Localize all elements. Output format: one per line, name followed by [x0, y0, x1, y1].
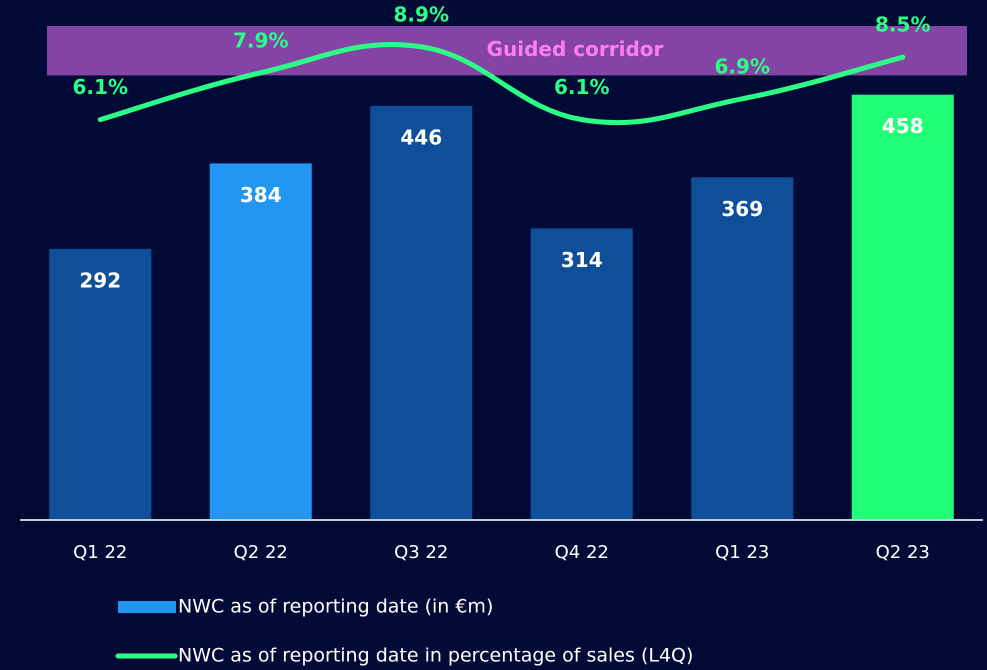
bar-value-label: 458 — [882, 114, 924, 138]
bar-value-label: 292 — [79, 268, 121, 292]
line-value-label: 6.1% — [554, 75, 609, 99]
x-tick-label: Q4 22 — [555, 542, 609, 563]
bar — [851, 94, 954, 520]
x-tick-label: Q3 22 — [394, 542, 448, 563]
legend-label: NWC as of reporting date in percentage o… — [178, 645, 693, 667]
corridor-band — [47, 26, 967, 76]
bar-value-label: 446 — [400, 125, 442, 149]
line-value-label: 8.5% — [875, 13, 930, 37]
bar — [209, 163, 312, 520]
bar-value-label: 384 — [240, 183, 282, 207]
legend-swatch — [118, 601, 176, 613]
corridor-label: Guided corridor — [487, 37, 664, 61]
bar-value-label: 314 — [561, 248, 603, 272]
x-tick-label: Q1 22 — [73, 542, 127, 563]
bar — [691, 177, 794, 520]
bar-value-label: 369 — [721, 197, 763, 221]
line-value-label: 8.9% — [394, 2, 449, 26]
line-value-label: 7.9% — [233, 28, 288, 52]
line-value-label: 6.1% — [73, 75, 128, 99]
legend-label: NWC as of reporting date (in €m) — [178, 596, 493, 618]
x-tick-label: Q2 22 — [234, 542, 288, 563]
x-tick-label: Q2 23 — [876, 542, 930, 563]
bar — [370, 105, 473, 520]
bar — [530, 228, 633, 520]
line — [97, 41, 906, 126]
x-tick-label: Q1 23 — [715, 542, 769, 563]
line-value-label: 6.9% — [715, 54, 770, 78]
bar — [49, 248, 152, 520]
